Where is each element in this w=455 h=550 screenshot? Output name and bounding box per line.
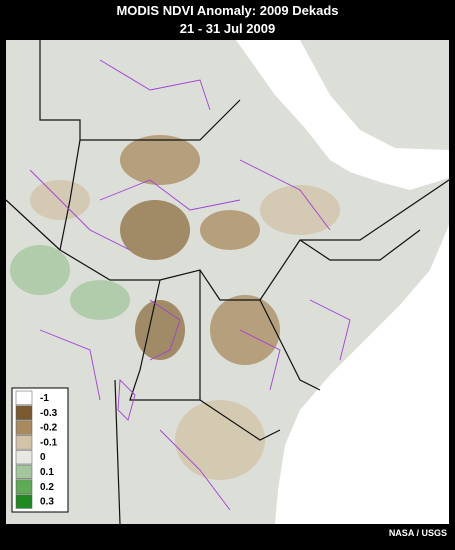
map-subtitle: 21 - 31 Jul 2009 — [179, 21, 276, 36]
anomaly-patches — [10, 135, 340, 480]
admin-borders — [29, 59, 351, 511]
map-title: MODIS NDVI Anomaly: 2009 Dekads — [116, 3, 339, 18]
legend-label: -0.3 — [40, 408, 58, 419]
legend: -1 -0.3 -0.2 -0.1 0 0.1 0.2 0.3 — [15, 390, 58, 509]
legend-swatch — [15, 464, 33, 480]
legend-swatch — [15, 420, 33, 435]
credit: NASA / USGS — [388, 528, 447, 538]
legend-label: 0 — [40, 452, 46, 463]
ocean — [275, 225, 449, 524]
legend-swatch — [15, 390, 33, 406]
legend-label: 0.2 — [40, 482, 54, 493]
legend-swatch — [15, 405, 33, 420]
borders — [5, 40, 450, 525]
legend-label: 0.3 — [40, 497, 54, 508]
legend-swatch — [15, 479, 33, 494]
legend-label: -0.1 — [40, 437, 58, 448]
legend-label: 0.1 — [40, 467, 54, 478]
legend-label: -0.2 — [40, 423, 58, 434]
legend-swatch — [15, 494, 33, 509]
legend-swatch — [15, 449, 33, 465]
sea — [236, 40, 449, 190]
legend-label: -1 — [40, 393, 49, 404]
legend-swatch — [15, 435, 33, 450]
